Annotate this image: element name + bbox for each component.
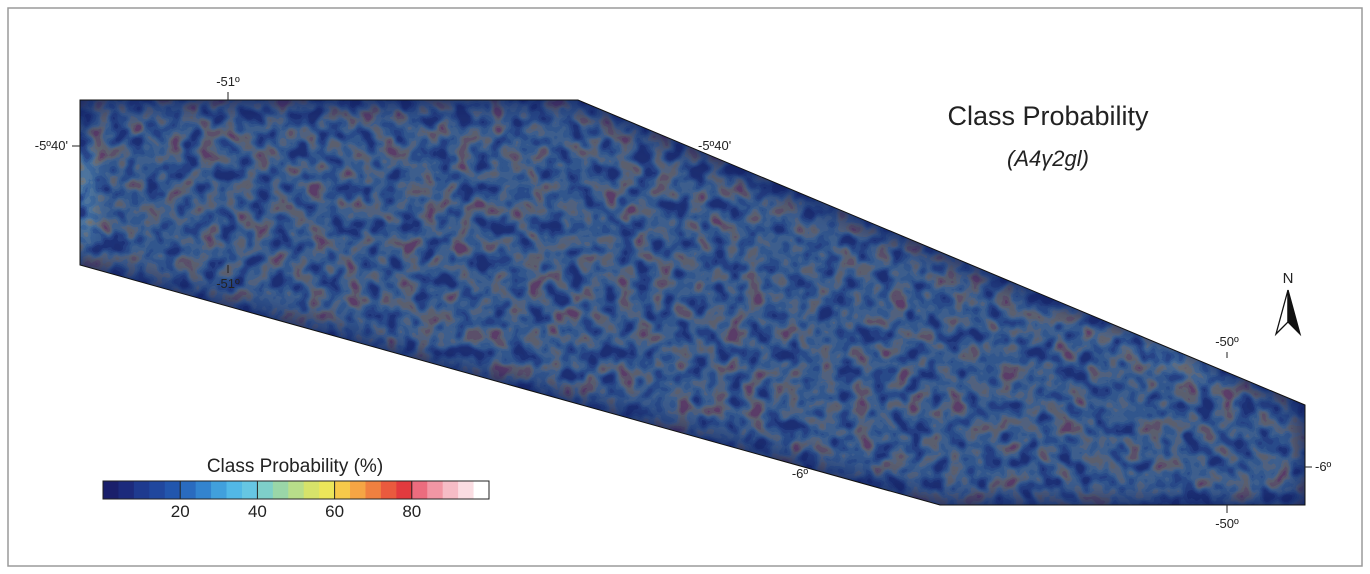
colorbar-swatch bbox=[242, 481, 258, 499]
colorbar-swatch bbox=[443, 481, 459, 499]
colorbar-tick-label: 80 bbox=[402, 502, 421, 521]
colorbar-swatch bbox=[350, 481, 366, 499]
colorbar-swatch bbox=[335, 481, 351, 499]
map-title: Class Probability bbox=[947, 101, 1149, 131]
colorbar-swatch bbox=[412, 481, 428, 499]
page: {"map": { "title": "Class Probability", … bbox=[0, 0, 1370, 574]
colorbar-swatch bbox=[304, 481, 320, 499]
colorbar-tick-label: 60 bbox=[325, 502, 344, 521]
colorbar-tick-label: 40 bbox=[248, 502, 267, 521]
colorbar-swatch bbox=[227, 481, 243, 499]
colorbar-swatch bbox=[474, 481, 490, 499]
map-figure: -51º -5º40' -5º40' -51º -50º -6º -6º -50… bbox=[0, 0, 1370, 574]
coord-label: -6º bbox=[792, 466, 809, 481]
coord-label: -5º40' bbox=[698, 138, 731, 153]
colorbar-swatch bbox=[118, 481, 134, 499]
colorbar-swatch bbox=[365, 481, 381, 499]
north-label: N bbox=[1283, 270, 1294, 287]
coord-label: -50º bbox=[1215, 334, 1239, 349]
colorbar-swatch bbox=[180, 481, 196, 499]
colorbar-swatch bbox=[257, 481, 273, 499]
colorbar-swatch bbox=[319, 481, 335, 499]
colorbar-swatch bbox=[196, 481, 212, 499]
coord-label: -6º bbox=[1315, 459, 1332, 474]
colorbar-swatch bbox=[211, 481, 227, 499]
colorbar-swatch bbox=[165, 481, 181, 499]
colorbar-swatch bbox=[134, 481, 150, 499]
colorbar-swatch bbox=[396, 481, 412, 499]
colorbar-tick-label: 20 bbox=[171, 502, 190, 521]
colorbar-swatch bbox=[427, 481, 443, 499]
coord-label: -51º bbox=[216, 276, 240, 291]
coord-label: -50º bbox=[1215, 516, 1239, 531]
legend-title: Class Probability (%) bbox=[207, 456, 383, 477]
colorbar-swatch bbox=[458, 481, 474, 499]
colorbar-swatch bbox=[381, 481, 397, 499]
colorbar-swatch bbox=[103, 481, 119, 499]
colorbar-swatch bbox=[149, 481, 165, 499]
colorbar-swatch bbox=[273, 481, 289, 499]
coord-label: -5º40' bbox=[35, 138, 68, 153]
map-subtitle: (A4γ2gl) bbox=[1007, 146, 1089, 171]
coord-label: -51º bbox=[216, 74, 240, 89]
colorbar-swatch bbox=[288, 481, 304, 499]
